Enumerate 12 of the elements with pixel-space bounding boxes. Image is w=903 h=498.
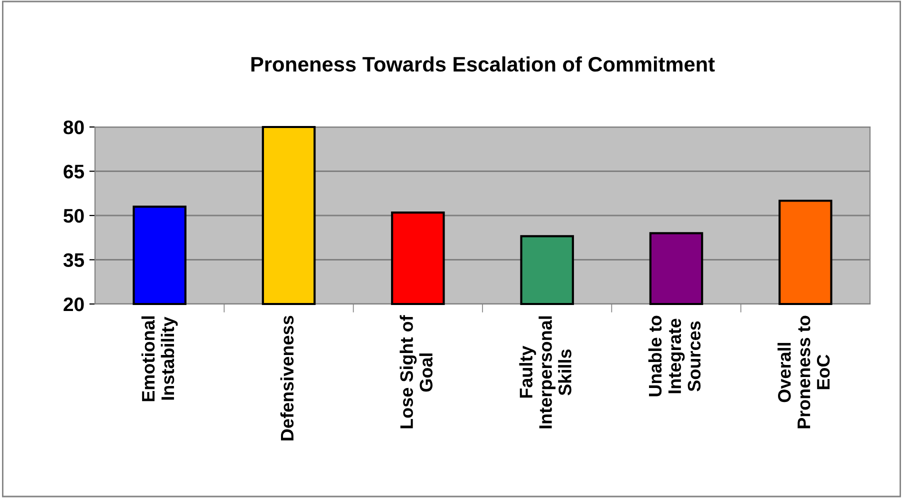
chart-title: Proneness Towards Escalation of Commitment [251, 56, 715, 72]
y-tick-label: 35 [63, 253, 84, 268]
y-tick-label: 50 [64, 208, 84, 223]
x-tick-label: Emotional Instability [141, 316, 178, 402]
x-tick-label: Defensiveness [280, 316, 294, 440]
y-tick-label: 65 [64, 164, 84, 178]
x-tick-label: Overall Proneness to EoC [778, 316, 830, 428]
x-tick-label: Lose Sight of Goal [400, 315, 433, 428]
y-tick-label: 80 [64, 120, 84, 134]
x-tick-label: Faulty Interpersonal Skills [519, 316, 572, 428]
y-tick-label: 20 [64, 297, 84, 312]
x-tick-label: Unable to Integrate Sources [648, 316, 701, 396]
